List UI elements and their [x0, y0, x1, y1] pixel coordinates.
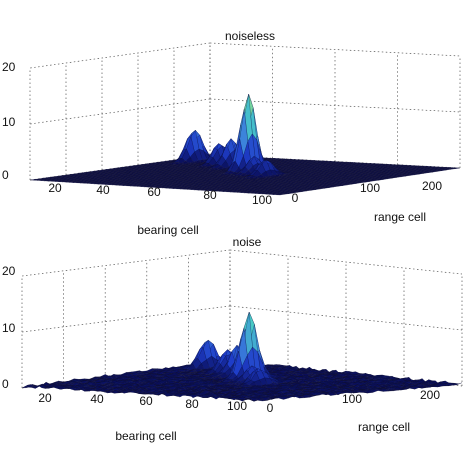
x-tick-label: 40 — [96, 183, 110, 197]
grid-line — [29, 42, 211, 69]
x-tick-label: 60 — [147, 185, 161, 199]
y-axis-label: range cell — [374, 210, 426, 224]
surface-plot-noise: noise 20 10 0 20 40 60 80 100 0 100 200 … — [2, 235, 463, 443]
x-axis-label: bearing cell — [137, 223, 198, 237]
x-tick-label: 20 — [48, 181, 62, 195]
z-tick-label: 0 — [2, 168, 9, 182]
chart-title: noise — [233, 235, 262, 249]
grid-lines — [29, 42, 461, 181]
grid-line — [21, 249, 231, 277]
grid-line — [21, 305, 231, 333]
surface-plot-noiseless: noiseless 20 10 0 20 40 60 80 100 0 100 … — [2, 29, 461, 237]
y-tick-label: 100 — [360, 181, 380, 195]
x-tick-label: 80 — [203, 188, 217, 202]
x-tick-label: 100 — [252, 193, 272, 207]
surface — [21, 311, 463, 402]
y-tick-label: 200 — [422, 179, 442, 193]
grid-line — [229, 249, 463, 275]
z-tick-label: 20 — [2, 60, 16, 74]
grid-line — [209, 42, 461, 57]
surface-cell — [29, 179, 39, 181]
y-tick-label: 0 — [292, 191, 299, 205]
surface — [29, 93, 461, 196]
z-tick-label: 10 — [2, 115, 16, 129]
chart-title: noiseless — [225, 29, 275, 43]
grid-line — [29, 98, 211, 125]
